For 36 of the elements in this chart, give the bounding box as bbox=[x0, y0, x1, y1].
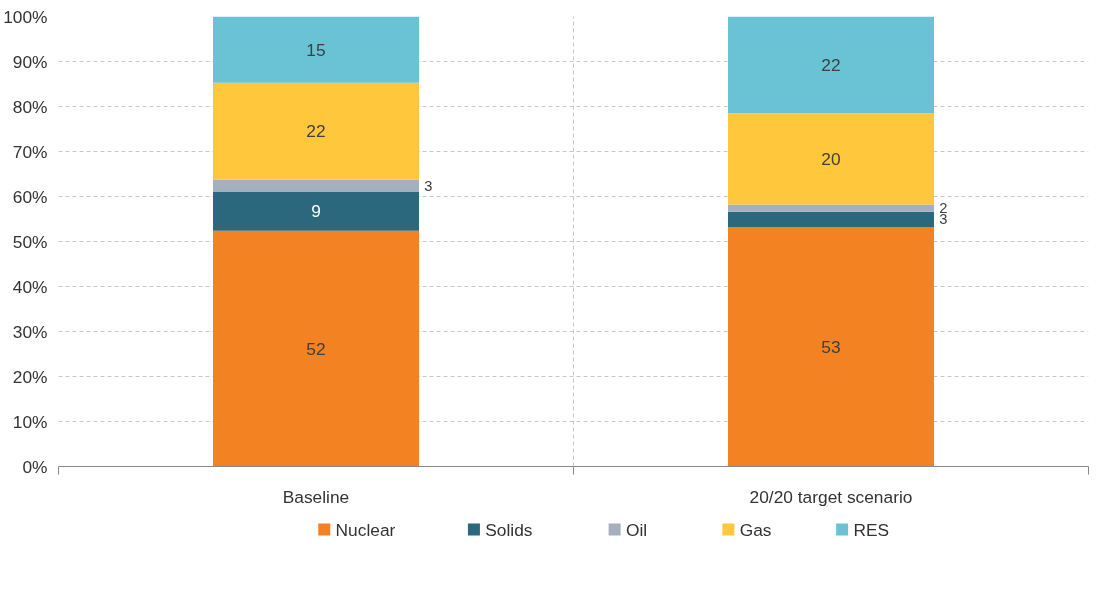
bar bbox=[213, 179, 419, 192]
bar bbox=[213, 191, 419, 231]
data-label: 52 bbox=[306, 338, 326, 359]
legend-label: RES bbox=[853, 519, 890, 540]
y-tick-label: 70% bbox=[12, 141, 48, 162]
bar bbox=[728, 113, 934, 205]
bar bbox=[728, 211, 934, 228]
legend-label: Nuclear bbox=[335, 519, 396, 540]
y-tick-label: 90% bbox=[12, 51, 48, 72]
bar bbox=[213, 82, 419, 180]
data-label: 9 bbox=[311, 201, 321, 222]
bar bbox=[213, 230, 419, 467]
y-tick-label: 60% bbox=[12, 186, 48, 207]
bar bbox=[728, 227, 934, 467]
y-tick-label: 80% bbox=[12, 96, 48, 117]
data-label: 53 bbox=[821, 336, 841, 357]
y-tick-label: 30% bbox=[12, 321, 48, 342]
x-tick-label: Baseline bbox=[282, 486, 350, 507]
bar bbox=[728, 16, 934, 114]
data-label: 20 bbox=[821, 148, 841, 169]
y-tick-label: 0% bbox=[22, 456, 48, 477]
y-tick-label: 10% bbox=[12, 411, 48, 432]
legend-label: Gas bbox=[739, 519, 772, 540]
y-tick-label: 100% bbox=[3, 6, 48, 27]
data-label: 22 bbox=[306, 121, 326, 142]
y-tick-label: 40% bbox=[12, 276, 48, 297]
data-label: 15 bbox=[306, 39, 326, 60]
data-label: 3 bbox=[424, 177, 433, 194]
y-tick-label: 50% bbox=[12, 231, 48, 252]
legend-label: Solids bbox=[485, 519, 533, 540]
x-tick-label: 20/20 target scenario bbox=[749, 486, 913, 507]
data-label: 22 bbox=[821, 54, 841, 75]
y-tick-label: 20% bbox=[12, 366, 48, 387]
legend-label: Oil bbox=[625, 519, 648, 540]
bar bbox=[728, 204, 934, 212]
bar bbox=[213, 16, 419, 83]
